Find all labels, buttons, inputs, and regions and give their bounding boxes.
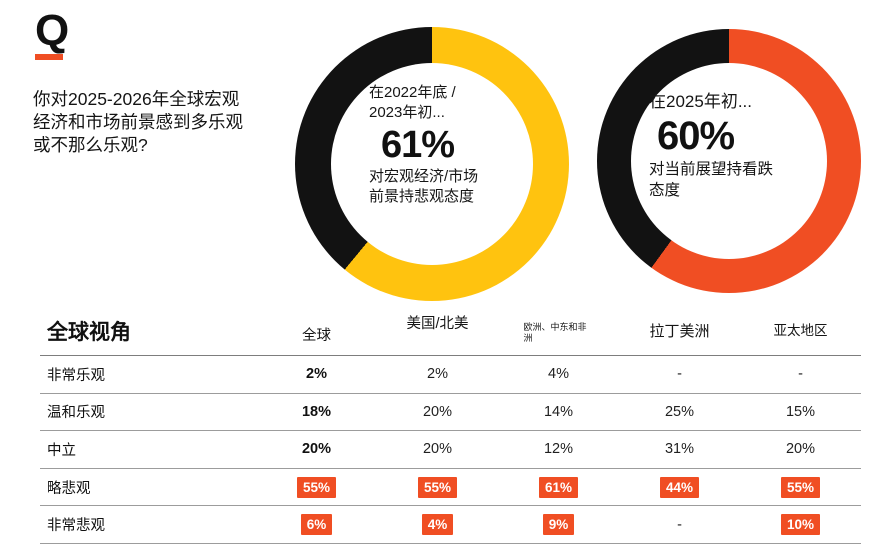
- highlight-badge: 61%: [538, 476, 579, 498]
- row-label: 略悲观: [47, 480, 91, 497]
- row-label: 非常乐观: [47, 367, 105, 384]
- column-header-latin-america: 拉丁美洲: [649, 323, 710, 340]
- table-cell: -: [798, 366, 803, 383]
- donut-chart-2025: 在2025年初... 60% 对当前展望持看跌 态度: [597, 29, 861, 293]
- table-cell: 10%: [740, 514, 861, 536]
- table-cell: 6%: [256, 514, 377, 536]
- donut-percentage: 61%: [381, 124, 455, 166]
- table-cell: 20%: [301, 441, 332, 458]
- donut-caption-text: 对宏观经济/市场 前景持悲观态度: [369, 168, 479, 205]
- table-title: 全球视角: [47, 321, 131, 344]
- highlight-badge: 10%: [780, 514, 821, 536]
- row-label: 中立: [47, 442, 76, 459]
- table-cell: 25%: [664, 403, 695, 420]
- column-header-emea: 欧洲、中东和非洲: [523, 322, 587, 343]
- donut-center-text: 在2022年底 / 2023年初... 61% 对宏观经济/市场 前景持悲观态度: [369, 83, 515, 207]
- table-cell: 15%: [785, 403, 816, 420]
- table-cell: 61%: [498, 476, 619, 498]
- table-cell: 20%: [422, 403, 453, 420]
- table-cell: -: [677, 516, 682, 533]
- table-cell: 2%: [427, 366, 448, 383]
- donut-hole: [631, 63, 827, 259]
- table-cell: 2%: [306, 366, 327, 383]
- highlight-badge: 55%: [417, 476, 458, 498]
- donut-intro-text: 在2025年初...: [649, 92, 752, 111]
- table-cell: 12%: [543, 441, 574, 458]
- donut-caption-text: 对当前展望持看跌 态度: [649, 161, 774, 199]
- table-cell: 20%: [785, 441, 816, 458]
- highlight-badge: 6%: [300, 514, 333, 536]
- table-row-mildly-optimistic: 温和乐观 18% 20% 14% 25% 15%: [40, 394, 861, 432]
- table-cell: 44%: [619, 476, 740, 498]
- highlight-badge: 44%: [659, 476, 700, 498]
- table-cell: 20%: [422, 441, 453, 458]
- column-header-asia-pacific: 亚太地区: [773, 323, 828, 338]
- table-cell: 4%: [548, 366, 569, 383]
- highlight-badge: 4%: [421, 514, 454, 536]
- highlight-badge: 55%: [780, 476, 821, 498]
- regional-sentiment-table: 全球视角 全球 美国/北美 欧洲、中东和非洲 拉丁美洲 亚太地区 非常乐观 2%…: [40, 302, 861, 544]
- donut-hole: [331, 63, 533, 265]
- table-row-very-pessimistic: 非常悲观 6% 4% 9% - 10%: [40, 506, 861, 544]
- table-header-row: 全球视角 全球 美国/北美 欧洲、中东和非洲 拉丁美洲 亚太地区: [40, 302, 861, 356]
- donut-intro-text: 在2022年底 / 2023年初...: [369, 84, 456, 121]
- donut-center-text: 在2025年初... 60% 对当前展望持看跌 态度: [649, 91, 815, 201]
- column-header-global: 全球: [302, 328, 331, 344]
- table-cell: 31%: [664, 441, 695, 458]
- highlight-badge: 9%: [542, 514, 575, 536]
- q-logo-letter: Q: [35, 6, 69, 55]
- q-logo-underline: [35, 54, 63, 60]
- column-header-us-north-america: 美国/北美: [406, 316, 469, 332]
- table-row-very-optimistic: 非常乐观 2% 2% 4% - -: [40, 356, 861, 394]
- table-cell: -: [677, 366, 682, 383]
- table-cell: 9%: [498, 514, 619, 536]
- row-label: 温和乐观: [47, 405, 105, 422]
- q-logo: Q: [35, 6, 69, 60]
- row-label: 非常悲观: [47, 518, 105, 535]
- table-cell: 18%: [301, 403, 332, 420]
- table-cell: 55%: [256, 476, 377, 498]
- donut-chart-2022-2023: 在2022年底 / 2023年初... 61% 对宏观经济/市场 前景持悲观态度: [295, 27, 569, 301]
- table-cell: 14%: [543, 403, 574, 420]
- question-text: 你对2025-2026年全球宏观 经济和市场前景感到多乐观 或不那么乐观?: [33, 89, 243, 155]
- table-row-neutral: 中立 20% 20% 12% 31% 20%: [40, 431, 861, 469]
- table-cell: 55%: [740, 476, 861, 498]
- donut-percentage: 60%: [657, 114, 735, 158]
- table-cell: 55%: [377, 476, 498, 498]
- table-row-slightly-pessimistic: 略悲观 55% 55% 61% 44% 55%: [40, 469, 861, 507]
- table-cell: 4%: [377, 514, 498, 536]
- highlight-badge: 55%: [296, 476, 337, 498]
